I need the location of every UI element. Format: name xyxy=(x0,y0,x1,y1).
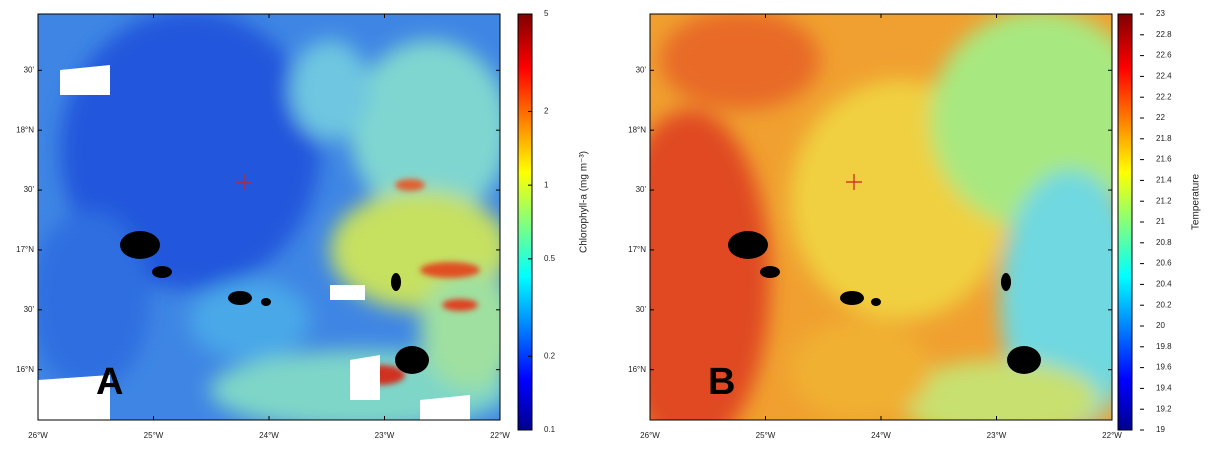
y-tick-label: 30' xyxy=(24,185,35,194)
colorbar-tick-label: 20.2 xyxy=(1156,300,1172,309)
colorbar-tick-label: 1 xyxy=(544,180,549,189)
x-tick-label: 23°W xyxy=(987,431,1007,440)
colorbar-tick-label: 20.6 xyxy=(1156,259,1172,268)
colorbar-tick-label: 19 xyxy=(1156,425,1165,434)
y-tick-label: 18°N xyxy=(628,125,646,134)
colorbar-tick-label: 0.5 xyxy=(544,254,556,263)
x-tick-label: 25°W xyxy=(756,431,776,440)
colorbar-tick-label: 5 xyxy=(544,9,549,18)
colorbar-tick-label: 22 xyxy=(1156,113,1165,122)
colorbar xyxy=(517,13,533,431)
colorbar-tick-label: 20.4 xyxy=(1156,280,1172,289)
x-tick-label: 25°W xyxy=(144,431,164,440)
y-tick-label: 16°N xyxy=(628,365,646,374)
colorbar-tick-label: 0.1 xyxy=(544,425,556,434)
y-tick-label: 30' xyxy=(636,185,647,194)
colorbar-tick-label: 19.6 xyxy=(1156,363,1172,372)
x-tick-label: 26°W xyxy=(28,431,48,440)
y-tick-label: 30' xyxy=(636,65,647,74)
colorbar-tick-label: 19.8 xyxy=(1156,342,1172,351)
x-tick-label: 24°W xyxy=(259,431,279,440)
colorbar-tick-label: 20.8 xyxy=(1156,238,1172,247)
colorbar-tick-label: 22.8 xyxy=(1156,30,1172,39)
colorbar-tick-label: 23 xyxy=(1156,9,1165,18)
colorbar-tick-label: 2 xyxy=(544,107,549,116)
colorbar-tick-label: 22.2 xyxy=(1156,92,1172,101)
panel-letter: B xyxy=(708,361,735,403)
y-tick-label: 18°N xyxy=(16,125,34,134)
colorbar xyxy=(1117,13,1133,431)
colorbar-tick-label: 19.2 xyxy=(1156,404,1172,413)
colorbar-tick-label: 22.6 xyxy=(1156,51,1172,60)
colorbar-tick-label: 0.2 xyxy=(544,351,556,360)
colorbar-tick-label: 20 xyxy=(1156,321,1165,330)
colorbar-label: Chlorophyll-a (mg m⁻³) xyxy=(579,151,590,253)
colorbar-tick-label: 21 xyxy=(1156,217,1165,226)
x-tick-label: 22°W xyxy=(490,431,510,440)
x-tick-label: 23°W xyxy=(375,431,395,440)
x-tick-label: 24°W xyxy=(871,431,891,440)
y-tick-label: 30' xyxy=(636,305,647,314)
colorbar-tick-label: 21.8 xyxy=(1156,134,1172,143)
colorbar-label: Temperature xyxy=(1191,173,1202,230)
colorbar-tick-label: 21.4 xyxy=(1156,176,1172,185)
x-tick-label: 26°W xyxy=(640,431,660,440)
colorbar-tick-label: 22.4 xyxy=(1156,72,1172,81)
colorbar-tick-label: 21.2 xyxy=(1156,196,1172,205)
y-tick-label: 30' xyxy=(24,65,35,74)
map-b xyxy=(650,14,1112,420)
colorbar-tick-label: 21.6 xyxy=(1156,155,1172,164)
map-a xyxy=(38,14,500,420)
y-tick-label: 16°N xyxy=(16,365,34,374)
colorbar-tick-label: 19.4 xyxy=(1156,384,1172,393)
y-tick-label: 17°N xyxy=(628,245,646,254)
x-tick-label: 22°W xyxy=(1102,431,1122,440)
y-tick-label: 17°N xyxy=(16,245,34,254)
panel-letter: A xyxy=(96,361,123,403)
y-tick-label: 30' xyxy=(24,305,35,314)
